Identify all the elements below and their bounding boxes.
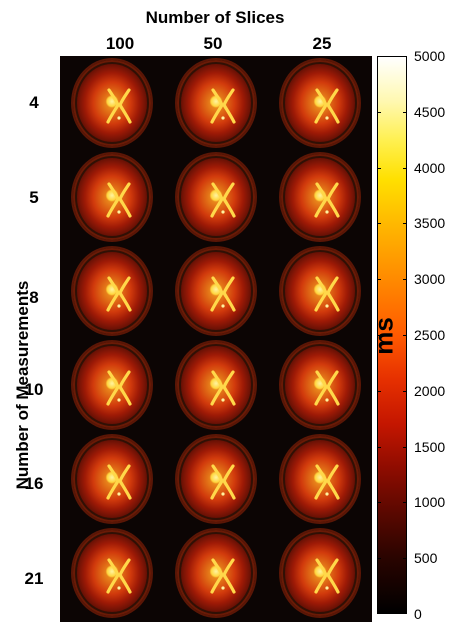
brain-map-image: [164, 432, 268, 526]
colorbar-tick-label: 500: [414, 550, 438, 567]
row-label-4: 4: [29, 93, 39, 112]
colorbar-tick-mark: [403, 335, 407, 336]
colorbar-tick-mark: [403, 56, 407, 57]
colorbar-tick-mark: [377, 223, 381, 225]
colorbar-tick-mark: [377, 111, 381, 113]
row-label-10: 10: [24, 380, 44, 399]
colorbar-tick-mark: [377, 613, 381, 614]
column-label-50: 50: [203, 34, 223, 53]
colorbar-tick-mark: [377, 56, 381, 57]
colorbar-tick-label: 0: [414, 606, 422, 622]
colorbar-tick-mark: [403, 223, 407, 225]
brain-map-image: [268, 526, 372, 620]
row-label-8: 8: [29, 288, 39, 307]
colorbar-tick-label: 4500: [414, 103, 446, 120]
brain-map-image: [268, 56, 372, 150]
brain-map-image: [164, 526, 268, 620]
colorbar-tick-label: 3500: [414, 215, 446, 232]
colorbar-tick-mark: [377, 502, 381, 504]
brain-map-image: [60, 526, 164, 620]
colorbar-tick-mark: [377, 279, 381, 281]
figure-title: Number of Slices: [145, 8, 285, 27]
brain-map-image: [60, 432, 164, 526]
brain-map-image: [268, 244, 372, 338]
brain-map-image: [164, 244, 268, 338]
colorbar-unit-label: ms: [368, 317, 399, 355]
brain-map-image: [164, 56, 268, 150]
colorbar-tick-label: 5000: [414, 48, 446, 64]
brain-map-image: [60, 244, 164, 338]
row-label-16: 16: [24, 474, 44, 493]
brain-map-image: [164, 150, 268, 244]
brain-map-image: [60, 150, 164, 244]
brain-map-image: [268, 432, 372, 526]
colorbar-tick-mark: [377, 335, 381, 336]
colorbar-tick-mark: [403, 167, 407, 169]
colorbar-tick-mark: [377, 390, 381, 392]
brain-map-image: [164, 338, 268, 432]
colorbar-tick-mark: [403, 502, 407, 504]
colorbar-tick-label: 1500: [414, 438, 446, 455]
colorbar-tick-mark: [377, 167, 381, 169]
brain-map-image: [268, 338, 372, 432]
column-label-100: 100: [105, 34, 135, 53]
colorbar-tick-label: 4000: [414, 159, 446, 176]
colorbar-tick-mark: [403, 279, 407, 281]
column-label-25: 25: [312, 34, 332, 53]
colorbar-tick-mark: [377, 558, 381, 560]
image-grid: [60, 56, 372, 622]
colorbar-tick-label: 3000: [414, 271, 446, 288]
colorbar-tick-label: 2000: [414, 382, 446, 399]
colorbar-tick-mark: [403, 613, 407, 614]
colorbar-tick-mark: [403, 111, 407, 113]
brain-map-image: [268, 150, 372, 244]
colorbar-tick-label: 2500: [414, 327, 446, 343]
colorbar-tick-mark: [377, 446, 381, 448]
colorbar-tick-mark: [403, 558, 407, 560]
row-label-21: 21: [24, 569, 44, 588]
brain-map-image: [60, 56, 164, 150]
brain-map-image: [60, 338, 164, 432]
row-label-5: 5: [29, 188, 39, 207]
colorbar-tick-label: 1000: [414, 494, 446, 511]
colorbar-tick-mark: [403, 390, 407, 392]
colorbar-tick-mark: [403, 446, 407, 448]
